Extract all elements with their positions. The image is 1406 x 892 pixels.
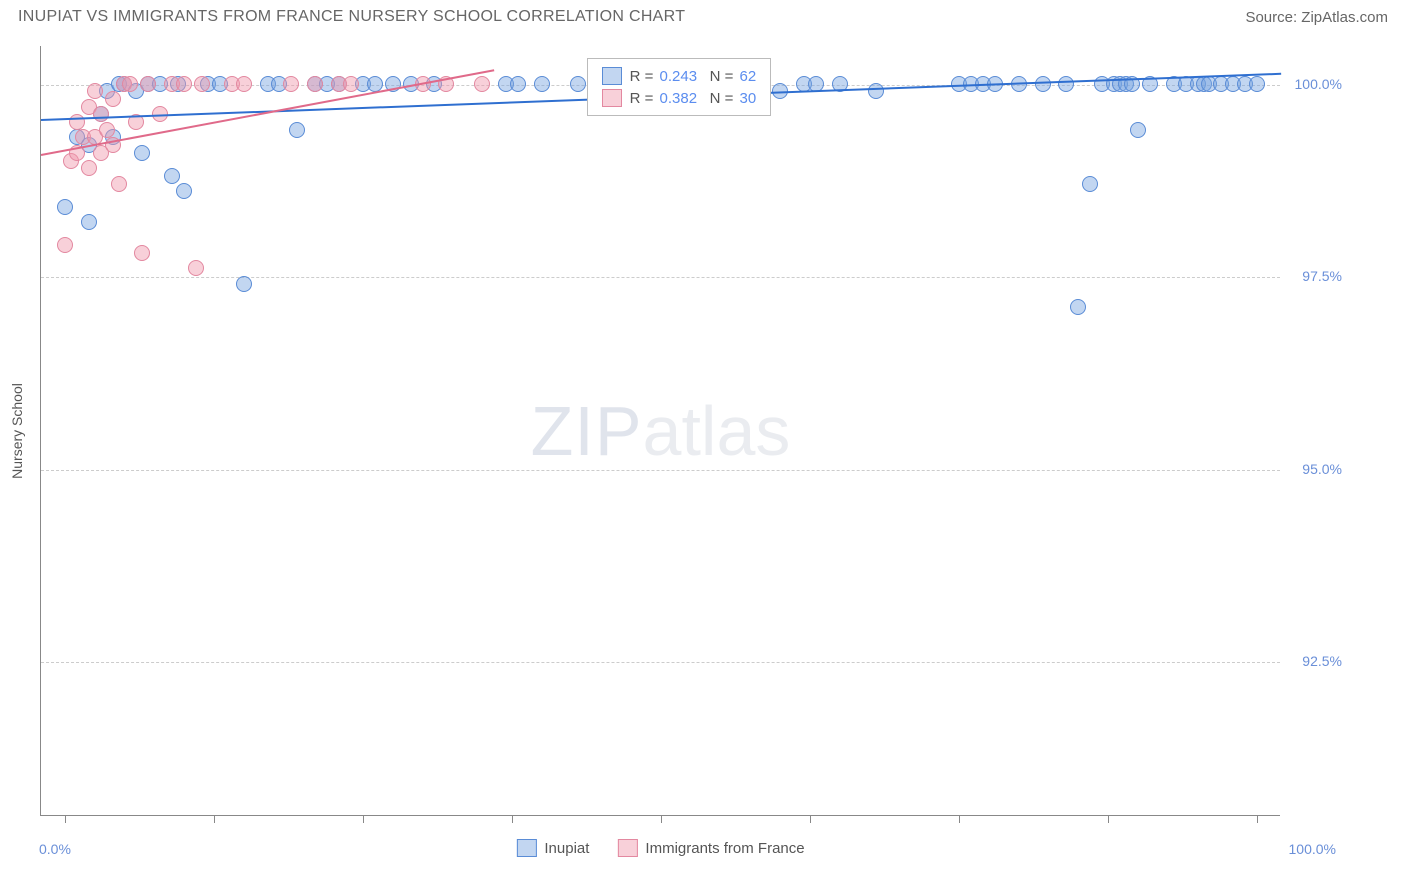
- x-tick: [810, 815, 811, 823]
- data-point: [81, 160, 97, 176]
- y-tick-label: 100.0%: [1295, 76, 1342, 92]
- data-point: [534, 76, 550, 92]
- stats-legend-row: R = 0.382 N = 30: [602, 87, 757, 109]
- x-tick: [512, 815, 513, 823]
- chart-source: Source: ZipAtlas.com: [1245, 9, 1388, 26]
- data-point: [194, 76, 210, 92]
- x-tick: [214, 815, 215, 823]
- data-point: [134, 145, 150, 161]
- chart-title: INUPIAT VS IMMIGRANTS FROM FRANCE NURSER…: [18, 8, 685, 26]
- x-tick: [661, 815, 662, 823]
- data-point: [176, 76, 192, 92]
- legend-item: Inupiat: [516, 839, 589, 857]
- y-tick-label: 92.5%: [1302, 653, 1342, 669]
- data-point: [236, 276, 252, 292]
- data-point: [474, 76, 490, 92]
- watermark-zip: ZIP: [531, 392, 643, 470]
- data-point: [176, 183, 192, 199]
- data-point: [367, 76, 383, 92]
- watermark: ZIPatlas: [531, 391, 791, 471]
- stats-legend-row: R = 0.243 N = 62: [602, 65, 757, 87]
- data-point: [343, 76, 359, 92]
- stats-text: R = 0.243 N = 62: [630, 68, 757, 85]
- y-tick-label: 95.0%: [1302, 461, 1342, 477]
- chart-plot-area: Nursery School ZIPatlas 92.5%95.0%97.5%1…: [40, 46, 1280, 816]
- x-tick: [1257, 815, 1258, 823]
- gridline-h: [41, 470, 1280, 471]
- data-point: [69, 114, 85, 130]
- data-point: [111, 176, 127, 192]
- data-point: [140, 76, 156, 92]
- data-point: [1070, 299, 1086, 315]
- legend-swatch: [516, 839, 536, 857]
- data-point: [868, 83, 884, 99]
- y-axis-title: Nursery School: [9, 383, 25, 479]
- gridline-h: [41, 662, 1280, 663]
- data-point: [105, 91, 121, 107]
- data-point: [1082, 176, 1098, 192]
- y-tick-label: 97.5%: [1302, 268, 1342, 284]
- x-tick: [959, 815, 960, 823]
- x-tick: [1108, 815, 1109, 823]
- gridline-h: [41, 277, 1280, 278]
- stats-legend: R = 0.243 N = 62 R = 0.382 N = 30: [587, 58, 772, 116]
- chart-header: INUPIAT VS IMMIGRANTS FROM FRANCE NURSER…: [0, 0, 1406, 32]
- data-point: [236, 76, 252, 92]
- series-legend: Inupiat Immigrants from France: [516, 839, 804, 857]
- watermark-atlas: atlas: [643, 392, 791, 470]
- data-point: [57, 237, 73, 253]
- data-point: [81, 214, 97, 230]
- stats-text: R = 0.382 N = 30: [630, 90, 757, 107]
- data-point: [307, 76, 323, 92]
- data-point: [283, 76, 299, 92]
- data-point: [87, 83, 103, 99]
- legend-swatch: [617, 839, 637, 857]
- data-point: [164, 168, 180, 184]
- data-point: [93, 106, 109, 122]
- data-point: [134, 245, 150, 261]
- x-label-left: 0.0%: [39, 841, 71, 857]
- data-point: [570, 76, 586, 92]
- x-tick: [65, 815, 66, 823]
- x-label-right: 100.0%: [1289, 841, 1336, 857]
- data-point: [510, 76, 526, 92]
- legend-item: Immigrants from France: [617, 839, 804, 857]
- legend-label: Inupiat: [544, 840, 589, 857]
- data-point: [1058, 76, 1074, 92]
- x-tick: [363, 815, 364, 823]
- legend-label: Immigrants from France: [645, 840, 804, 857]
- data-point: [289, 122, 305, 138]
- data-point: [1130, 122, 1146, 138]
- legend-swatch: [602, 67, 622, 85]
- data-point: [188, 260, 204, 276]
- legend-swatch: [602, 89, 622, 107]
- data-point: [122, 76, 138, 92]
- data-point: [99, 122, 115, 138]
- data-point: [57, 199, 73, 215]
- data-point: [1249, 76, 1265, 92]
